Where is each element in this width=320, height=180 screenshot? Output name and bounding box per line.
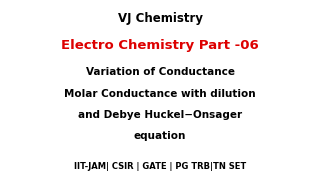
- Text: equation: equation: [134, 131, 186, 141]
- Text: Electro Chemistry Part -06: Electro Chemistry Part -06: [61, 39, 259, 52]
- Text: and Debye Huckel−Onsager: and Debye Huckel−Onsager: [78, 110, 242, 120]
- Text: VJ Chemistry: VJ Chemistry: [117, 12, 203, 25]
- Text: Molar Conductance with dilution: Molar Conductance with dilution: [64, 89, 256, 99]
- Text: IIT-JAM| CSIR | GATE | PG TRB|TN SET: IIT-JAM| CSIR | GATE | PG TRB|TN SET: [74, 162, 246, 171]
- Text: Variation of Conductance: Variation of Conductance: [85, 67, 235, 77]
